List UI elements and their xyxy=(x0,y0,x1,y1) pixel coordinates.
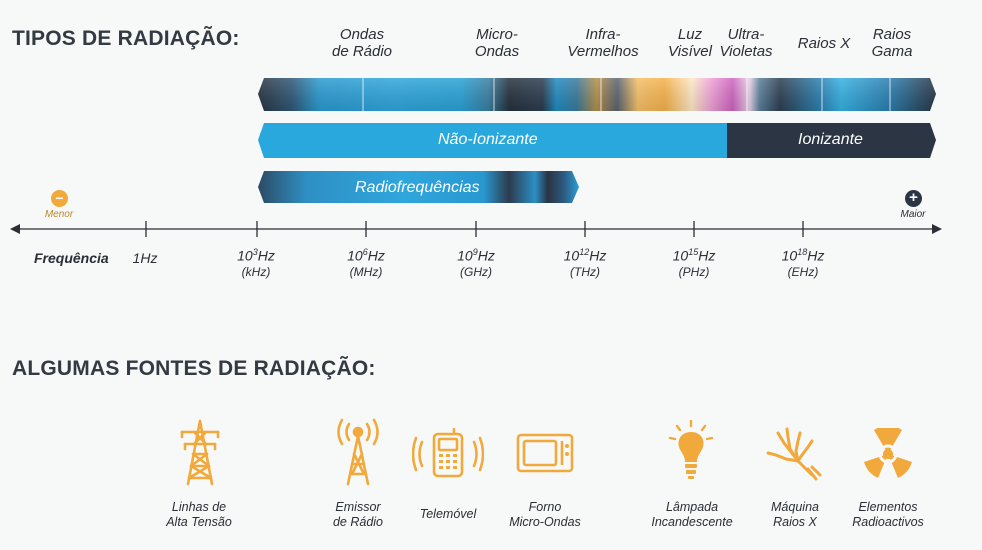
band-label-xrays: Raios X xyxy=(797,35,851,52)
mobile-phone-icon xyxy=(412,428,484,478)
frequency-word: Frequência xyxy=(34,250,109,266)
axis-ticks xyxy=(145,221,804,237)
sources-heading: ALGUMAS FONTES DE RADIAÇÃO: xyxy=(12,357,376,380)
axis-right-arrow xyxy=(932,224,942,234)
tick-label-1hz: 1Hz xyxy=(132,250,158,266)
ionizing-label: Ionizante xyxy=(798,131,863,148)
tick-label-mhz: 106Hz (MHz) xyxy=(347,247,385,279)
band-label-visible-light: Luz Visível xyxy=(668,26,712,60)
xray-hand-icon xyxy=(766,427,822,481)
axis-left-arrow xyxy=(10,224,20,234)
spectrum-graphics xyxy=(10,78,942,237)
tick-label-ehz: 1018Hz (EHz) xyxy=(781,247,825,279)
band-label-microwaves: Micro- Ondas xyxy=(474,26,520,60)
band-label-infrared: Infra- Vermelhos xyxy=(567,26,639,60)
tick-label-thz: 1012Hz (THz) xyxy=(563,247,607,279)
power-tower-icon xyxy=(180,419,220,486)
radiofrequency-bar xyxy=(258,171,579,203)
non-ionizing-label: Não-Ionizante xyxy=(438,131,538,148)
tick-label-ghz: 109Hz (GHz) xyxy=(457,247,495,279)
light-bulb-icon xyxy=(668,420,714,479)
source-label-microwave-oven: Forno Micro-Ondas xyxy=(509,500,581,529)
source-label-radio-emitter: Emissor de Rádio xyxy=(332,500,384,529)
types-heading: TIPOS DE RADIAÇÃO: xyxy=(12,27,240,50)
source-label-light-bulb: Lâmpada Incandescente xyxy=(651,500,733,529)
radio-antenna-icon xyxy=(337,418,379,486)
tick-label-khz: 103Hz (kHz) xyxy=(237,247,275,279)
band-label-radio-waves: Ondas de Rádio xyxy=(331,26,393,60)
plus-circle-icon: + xyxy=(905,190,922,207)
source-label-radioactive: Elementos Radioactivos xyxy=(852,500,924,529)
band-label-gamma: Raios Gama xyxy=(871,26,913,60)
tick-label-phz: 1015Hz (PHz) xyxy=(672,247,716,279)
source-label-mobile-phone: Telemóvel xyxy=(419,507,477,521)
non-ionizing-bar xyxy=(258,123,727,158)
source-label-power-lines: Linhas de Alta Tensão xyxy=(166,500,232,529)
source-label-xray-machine: Máquina Raios X xyxy=(771,500,819,529)
maior-label: Maior xyxy=(900,209,926,220)
menor-label: Menor xyxy=(44,209,74,220)
radioactive-icon xyxy=(864,428,912,478)
microwave-oven-icon xyxy=(516,433,574,473)
minus-circle-icon: − xyxy=(51,190,68,207)
band-label-ultraviolet: Ultra- Violetas xyxy=(719,26,773,60)
radiofrequency-label: Radiofrequências xyxy=(355,179,480,196)
ionizing-bar xyxy=(727,123,936,158)
